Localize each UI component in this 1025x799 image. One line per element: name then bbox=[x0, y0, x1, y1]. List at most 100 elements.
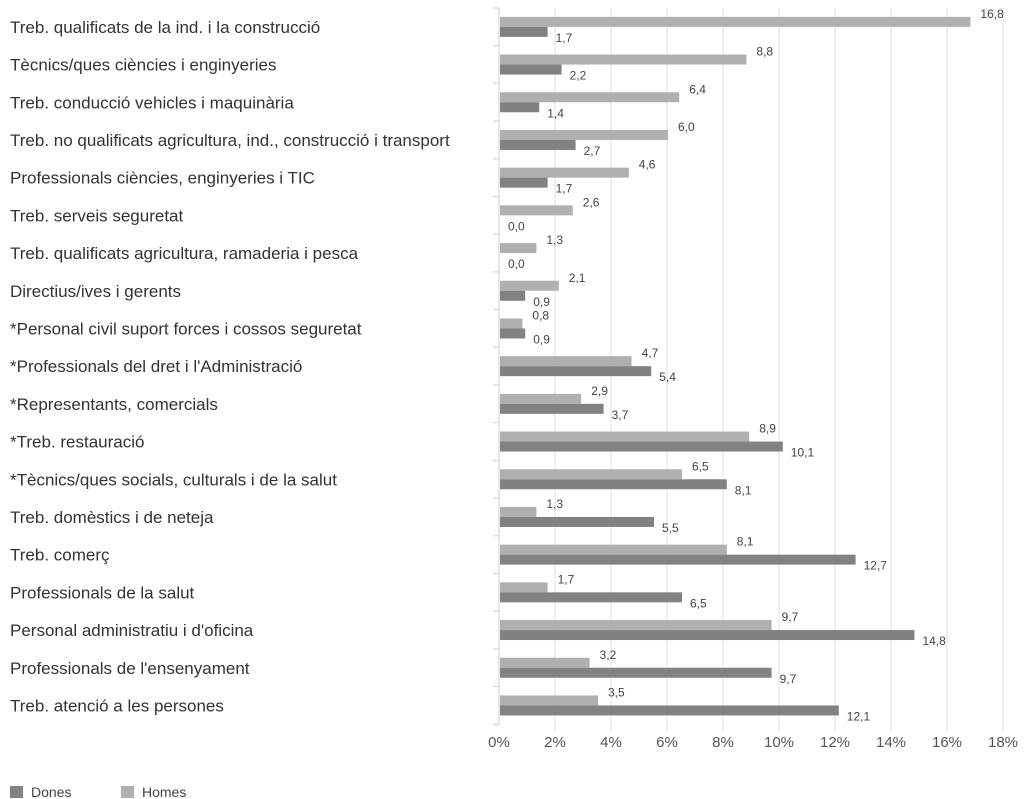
bar-homes bbox=[500, 356, 632, 367]
category-label: Professionals ciències, enginyeries i TI… bbox=[10, 169, 315, 188]
x-tick-label: 8% bbox=[712, 734, 734, 751]
data-label-homes: 6,0 bbox=[678, 120, 695, 134]
data-label-dones: 2,7 bbox=[584, 144, 601, 158]
data-label-dones: 14,8 bbox=[922, 634, 946, 648]
bar-homes bbox=[500, 318, 523, 329]
x-tick-label: 6% bbox=[656, 734, 678, 751]
data-label-homes: 6,4 bbox=[689, 82, 706, 96]
bar-homes bbox=[500, 393, 582, 404]
bar-homes bbox=[500, 469, 682, 480]
x-tick-label: 10% bbox=[764, 734, 794, 751]
category-label: *Treb. restauració bbox=[10, 433, 144, 452]
category-label: Directius/ives i gerents bbox=[10, 282, 181, 301]
data-label-dones: 10,1 bbox=[791, 446, 815, 460]
bar-dones bbox=[500, 177, 548, 188]
bar-dones bbox=[500, 102, 540, 113]
bar-dones bbox=[500, 26, 548, 37]
data-label-homes: 0,8 bbox=[532, 308, 549, 322]
bars bbox=[500, 16, 971, 716]
bar-dones bbox=[500, 64, 562, 75]
category-label: Treb. no qualificats agricultura, ind., … bbox=[10, 131, 450, 150]
bar-dones bbox=[500, 328, 526, 339]
data-label-dones: 12,7 bbox=[864, 559, 888, 573]
bar-dones bbox=[500, 705, 839, 716]
data-label-homes: 4,7 bbox=[642, 346, 659, 360]
bar-dones bbox=[500, 667, 772, 678]
bar-homes bbox=[500, 16, 971, 27]
x-tick-label: 18% bbox=[988, 734, 1018, 751]
category-label: Professionals de l'ensenyament bbox=[10, 659, 250, 678]
bar-homes bbox=[500, 431, 750, 442]
y-axis bbox=[493, 7, 500, 725]
bar-homes bbox=[500, 657, 590, 668]
bar-homes bbox=[500, 620, 772, 631]
bar-homes bbox=[500, 54, 747, 65]
data-label-dones: 1,4 bbox=[547, 106, 564, 120]
bar-homes bbox=[500, 92, 680, 103]
bar-dones bbox=[500, 441, 783, 452]
category-label: Treb. conducció vehicles i maquinària bbox=[10, 93, 294, 112]
data-label-homes: 16,8 bbox=[980, 7, 1004, 21]
bar-dones bbox=[500, 516, 654, 527]
data-label-dones: 0,9 bbox=[533, 295, 550, 309]
x-tick-label: 16% bbox=[932, 734, 962, 751]
legend: Dones Homes bbox=[10, 784, 186, 799]
bar-dones bbox=[500, 366, 652, 377]
bar-homes bbox=[500, 243, 537, 254]
x-tick-label: 14% bbox=[876, 734, 906, 751]
gridlines bbox=[554, 8, 1004, 733]
data-label-dones: 2,2 bbox=[570, 69, 587, 83]
data-label-homes: 2,1 bbox=[569, 271, 586, 285]
category-label: Professionals de la salut bbox=[10, 583, 195, 602]
bar-homes bbox=[500, 205, 573, 216]
data-label-dones: 5,4 bbox=[659, 370, 676, 384]
bar-dones bbox=[500, 479, 727, 490]
bar-homes bbox=[500, 695, 598, 706]
data-label-homes: 6,5 bbox=[692, 459, 709, 473]
bar-dones bbox=[500, 630, 915, 641]
data-label-homes: 3,5 bbox=[608, 685, 625, 699]
data-label-dones: 3,7 bbox=[612, 408, 629, 422]
data-label-homes: 2,9 bbox=[591, 384, 608, 398]
data-label-homes: 1,3 bbox=[546, 497, 563, 511]
bar-homes bbox=[500, 167, 629, 178]
data-label-homes: 8,8 bbox=[756, 45, 773, 59]
legend-swatch-dones bbox=[10, 786, 23, 798]
category-label: *Tècnics/ques socials, culturals i de la… bbox=[10, 470, 337, 489]
bar-homes bbox=[500, 129, 668, 140]
data-label-homes: 2,6 bbox=[583, 195, 600, 209]
data-label-dones: 0,9 bbox=[533, 332, 550, 346]
data-label-dones: 0,0 bbox=[508, 219, 525, 233]
data-label-homes: 8,9 bbox=[759, 422, 776, 436]
x-tick-label: 12% bbox=[820, 734, 850, 751]
data-label-dones: 8,1 bbox=[735, 483, 752, 497]
legend-label-dones: Dones bbox=[31, 784, 71, 799]
data-label-dones: 1,7 bbox=[556, 182, 573, 196]
legend-swatch-homes bbox=[121, 786, 134, 798]
bar-dones bbox=[500, 554, 856, 565]
category-label: Treb. qualificats de la ind. i la constr… bbox=[10, 18, 320, 37]
legend-label-homes: Homes bbox=[142, 784, 186, 799]
bar-dones bbox=[500, 290, 526, 301]
bar-homes bbox=[500, 582, 548, 593]
category-label: Tècnics/ques ciències i enginyeries bbox=[10, 56, 276, 75]
category-label: Treb. atenció a les persones bbox=[10, 696, 224, 715]
category-label: Personal administratiu i d'oficina bbox=[10, 621, 254, 640]
data-label-homes: 3,2 bbox=[600, 648, 617, 662]
category-label: *Personal civil suport forces i cossos s… bbox=[10, 319, 362, 338]
data-label-homes: 1,7 bbox=[558, 572, 575, 586]
data-label-homes: 9,7 bbox=[782, 610, 799, 624]
category-label: *Representants, comercials bbox=[10, 395, 218, 414]
category-label: Treb. domèstics i de neteja bbox=[10, 508, 214, 527]
data-label-dones: 12,1 bbox=[847, 709, 871, 723]
data-label-dones: 6,5 bbox=[690, 596, 707, 610]
bar-dones bbox=[500, 592, 682, 603]
data-label-dones: 0,0 bbox=[508, 257, 525, 271]
bar-dones bbox=[500, 139, 576, 150]
data-label-dones: 1,7 bbox=[556, 31, 573, 45]
x-tick-label: 4% bbox=[600, 734, 622, 751]
bar-homes bbox=[500, 506, 537, 517]
x-tick-label: 0% bbox=[488, 734, 510, 751]
category-label: Treb. serveis seguretat bbox=[10, 206, 183, 225]
